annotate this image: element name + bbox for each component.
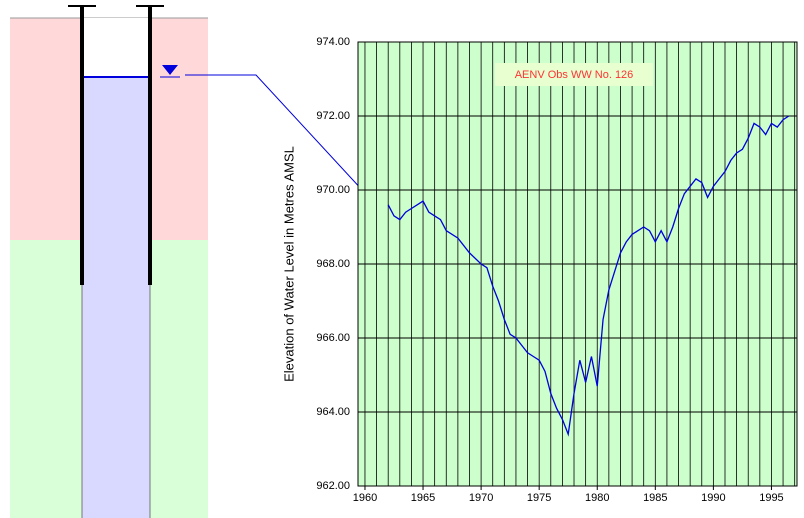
y-tick-label: 968.00 <box>316 258 350 270</box>
y-tick-label: 962.00 <box>316 480 350 492</box>
x-tick-label: 1965 <box>411 492 435 504</box>
well-air <box>82 18 150 77</box>
data-line <box>387 115 790 437</box>
leader-line <box>185 74 377 206</box>
annotation-box <box>495 63 653 86</box>
y-tick-label: 974.00 <box>316 36 350 48</box>
x-tick-label: 1970 <box>469 492 493 504</box>
annotation: AENV Obs WW No. 126 <box>515 69 634 81</box>
water-symbol <box>162 65 178 75</box>
y-tick-label: 970.00 <box>316 184 350 196</box>
y-tick-label: 966.00 <box>316 332 350 344</box>
x-tick-label: 1990 <box>701 492 725 504</box>
well-diagram <box>10 5 377 518</box>
y-tick-label: 972.00 <box>316 110 350 122</box>
x-tick-label: 1980 <box>585 492 609 504</box>
x-tick-label: 1975 <box>527 492 551 504</box>
well-water <box>82 77 150 518</box>
x-tick-label: 1995 <box>759 492 783 504</box>
x-tick-label: 1960 <box>353 492 377 504</box>
y-axis-label: Elevation of Water Level in Metres AMSL <box>281 146 296 382</box>
y-tick-label: 964.00 <box>316 406 350 418</box>
x-tick-label: 1985 <box>643 492 667 504</box>
